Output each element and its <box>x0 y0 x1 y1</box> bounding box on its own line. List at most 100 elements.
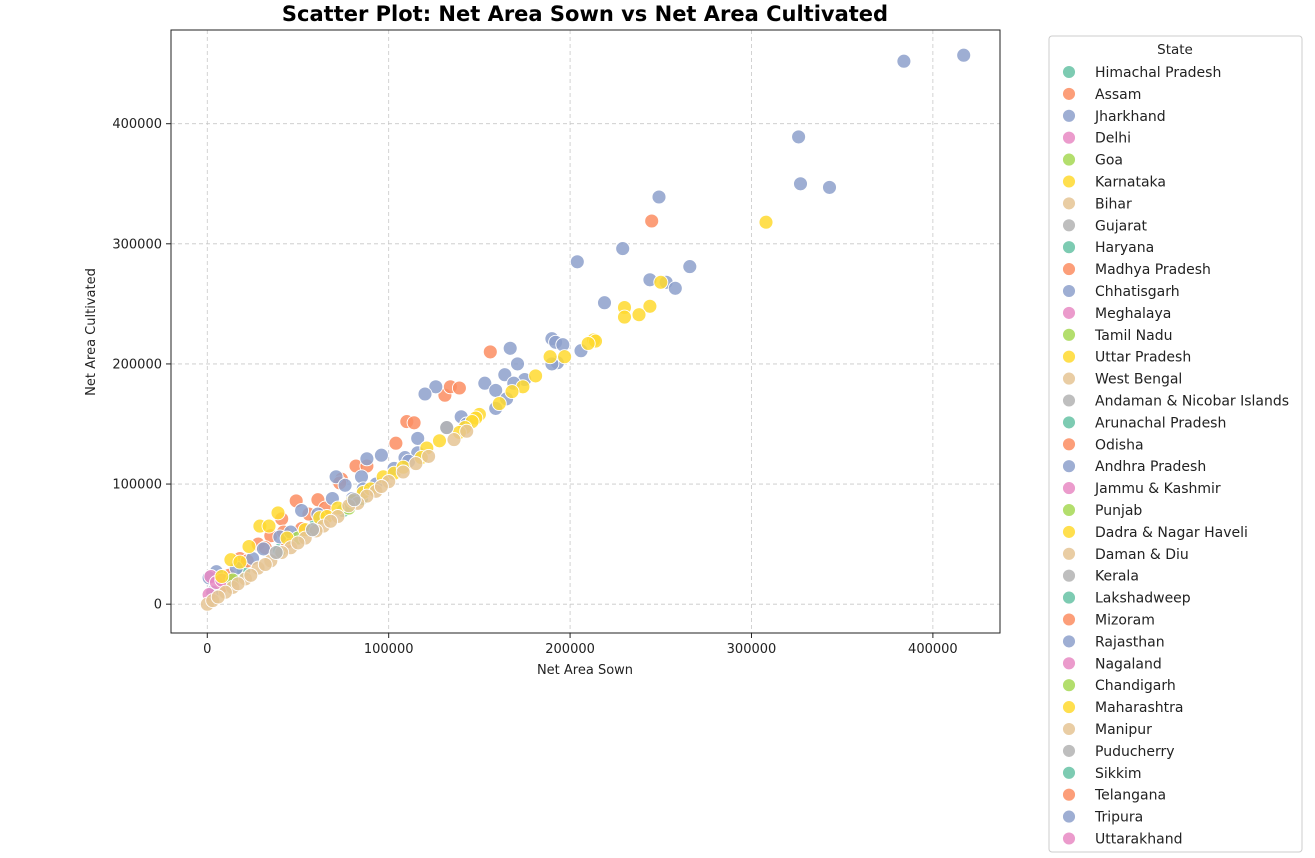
legend-label: Maharashtra <box>1095 700 1183 716</box>
data-point <box>482 344 498 360</box>
legend-label: Rajasthan <box>1095 634 1165 650</box>
legend-marker <box>1062 437 1076 452</box>
legend-marker <box>1062 108 1076 123</box>
data-point <box>644 213 660 229</box>
data-point <box>373 479 389 494</box>
legend-frame <box>1048 35 1303 853</box>
legend-marker <box>1062 459 1076 474</box>
legend-item: Karnataka <box>1062 174 1166 191</box>
legend-item: Lakshadweep <box>1062 591 1191 607</box>
legend-item: Mizoram <box>1062 612 1155 629</box>
data-point <box>241 539 257 554</box>
legend-marker <box>1062 634 1076 649</box>
x-tick-label: 200000 <box>545 642 595 657</box>
legend-item: Chandigarh <box>1062 678 1176 694</box>
legend-item: West Bengal <box>1062 372 1182 388</box>
legend-marker <box>1062 656 1076 671</box>
legend-marker <box>1062 196 1076 211</box>
legend-marker <box>1062 130 1076 145</box>
legend-item: Odisha <box>1062 437 1144 453</box>
data-point <box>651 189 667 205</box>
legend-marker <box>1062 327 1076 342</box>
x-tick-label: 400000 <box>908 642 958 657</box>
data-point <box>597 295 612 311</box>
legend-label: Kerala <box>1095 569 1139 585</box>
data-point <box>557 349 573 365</box>
data-point <box>446 432 462 448</box>
ticks-layer: 0 100000 200000 300000 400000 0 100000 200000 30… <box>112 117 957 657</box>
data-point <box>502 340 518 356</box>
data-point <box>210 589 226 605</box>
legend-label: Sikkim <box>1095 766 1142 782</box>
data-point <box>268 545 284 560</box>
legend-marker <box>1062 765 1076 780</box>
grid-layer <box>171 30 1000 633</box>
y-tick-label: 100000 <box>112 478 162 493</box>
legend-label: Assam <box>1095 87 1141 103</box>
legend-label: Chhatisgarh <box>1095 284 1180 300</box>
data-point <box>406 415 422 431</box>
x-tick-label: 100000 <box>364 642 414 657</box>
legend-label: Chandigarh <box>1095 678 1176 694</box>
legend-marker <box>1062 700 1076 715</box>
legend-label: Tripura <box>1094 810 1143 826</box>
legend-marker <box>1062 612 1076 627</box>
data-point <box>290 535 306 551</box>
data-point <box>491 396 507 412</box>
legend-marker <box>1062 809 1076 824</box>
legend-item: Tripura <box>1062 809 1143 826</box>
legend-label: Himachal Pradesh <box>1095 65 1221 81</box>
legend-label: Karnataka <box>1095 175 1166 191</box>
data-point <box>569 254 585 270</box>
data-point <box>667 280 683 296</box>
legend-item: Delhi <box>1062 130 1131 147</box>
legend-marker <box>1062 787 1076 802</box>
y-axis-label: Net Area Cultivated <box>84 268 99 396</box>
legend-label: Goa <box>1095 153 1123 169</box>
data-point <box>428 379 444 395</box>
data-point <box>359 451 375 467</box>
legend-label: Delhi <box>1095 131 1131 147</box>
data-point <box>822 179 837 195</box>
legend-label: Madhya Pradesh <box>1095 262 1211 278</box>
data-point <box>580 336 596 351</box>
legend-label: Gujarat <box>1095 218 1148 234</box>
legend-marker <box>1062 174 1076 189</box>
data-point <box>261 518 277 534</box>
legend-label: Telangana <box>1094 788 1166 804</box>
legend-label: Odisha <box>1095 437 1144 453</box>
data-point <box>758 214 774 230</box>
legend-item: Manipur <box>1062 722 1152 738</box>
points-layer <box>199 47 972 612</box>
y-tick-label: 0 <box>154 598 162 613</box>
legend-item: Telangana <box>1062 787 1166 804</box>
legend-label: Dadra & Nagar Haveli <box>1095 525 1248 541</box>
legend-marker <box>1062 284 1076 298</box>
legend-marker <box>1062 678 1076 693</box>
data-point <box>408 456 424 472</box>
legend-marker <box>1062 86 1076 101</box>
legend-label: Nagaland <box>1095 656 1162 672</box>
legend: State Himachal Pradesh Assam Jharkhand Delh… <box>1048 35 1303 853</box>
legend-label: Uttar Pradesh <box>1095 350 1191 366</box>
legend-marker <box>1062 481 1076 496</box>
legend-item: Haryana <box>1062 240 1154 256</box>
legend-item: Kerala <box>1062 569 1139 585</box>
legend-label: Puducherry <box>1095 744 1175 760</box>
data-point <box>395 464 411 480</box>
legend-label: Punjab <box>1095 503 1142 519</box>
data-point <box>323 513 339 529</box>
legend-marker <box>1062 503 1076 517</box>
legend-label: West Bengal <box>1095 372 1182 388</box>
data-point <box>421 448 437 464</box>
legend-label: Andaman & Nicobar Islands <box>1095 394 1289 410</box>
data-point <box>373 447 389 463</box>
data-point <box>270 505 286 521</box>
legend-item: Rajasthan <box>1062 634 1165 650</box>
data-point <box>257 557 273 572</box>
data-point <box>388 435 404 451</box>
data-point <box>791 129 807 145</box>
legend-item: Uttarakhand <box>1062 832 1182 848</box>
data-point <box>615 241 631 257</box>
